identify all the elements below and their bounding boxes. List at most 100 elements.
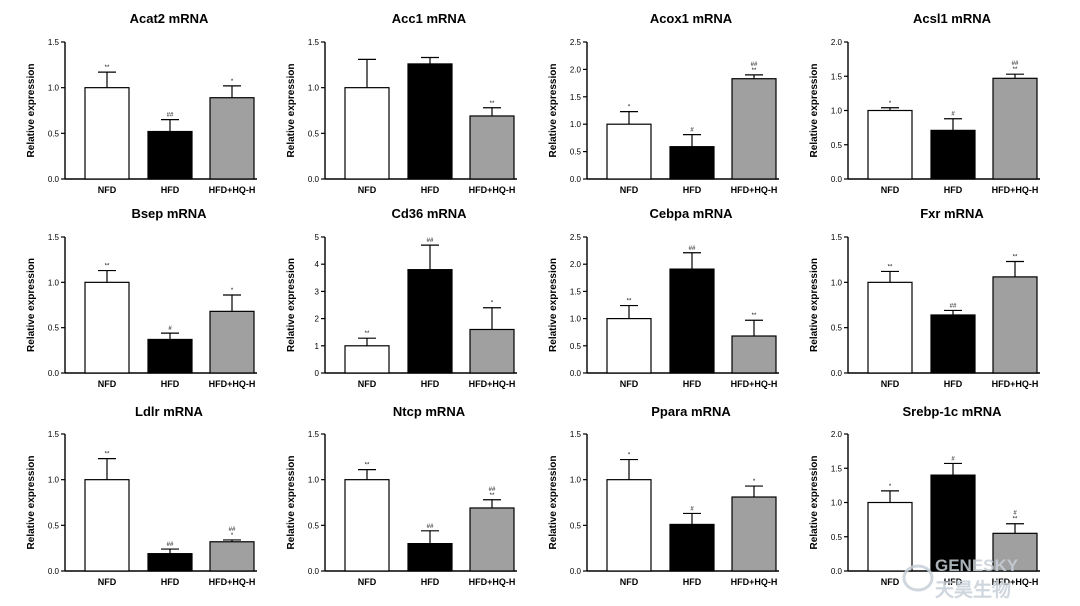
significance-label: # — [951, 112, 955, 118]
watermark-text-en: GENESKY — [935, 556, 1019, 575]
significance-label: ## — [427, 238, 434, 244]
y-axis-title: Relative expression — [286, 456, 297, 550]
significance-label: # ** — [1013, 511, 1018, 523]
y-tick-label: 1.5 — [570, 93, 582, 102]
significance-label: * — [889, 101, 892, 107]
bar — [147, 553, 193, 572]
y-axis-title: Relative expression — [26, 64, 37, 158]
significance-label: ** — [105, 452, 110, 458]
x-category-label: NFD — [881, 379, 900, 389]
y-tick-label: 0.0 — [570, 567, 582, 576]
x-category-label: HFD+HQ-H — [992, 185, 1039, 195]
x-category-label: HFD+HQ-H — [469, 379, 516, 389]
y-tick-label: 1.5 — [831, 464, 843, 473]
bar — [469, 328, 515, 374]
significance-label: ** — [105, 264, 110, 270]
chart-panel: Cebpa mRNA Relative expression 0.0 0.5 1.0 1.… — [548, 206, 779, 389]
y-axis-title: Relative expression — [548, 64, 559, 158]
y-tick-label: 0.0 — [570, 175, 582, 184]
y-tick-label: 0.5 — [48, 129, 60, 138]
y-tick-label: 2.0 — [831, 38, 843, 47]
chart-panel: Acat2 mRNA Relative expression 0.0 0.5 1.0 1.… — [26, 11, 257, 195]
x-category-label: NFD — [98, 577, 117, 587]
x-category-label: HFD+HQ-H — [209, 379, 256, 389]
y-tick-label: 1 — [315, 342, 320, 351]
x-category-label: NFD — [881, 577, 900, 587]
bar — [84, 87, 130, 180]
bar — [731, 335, 777, 374]
y-tick-label: 2.5 — [570, 233, 582, 242]
x-category-label: HFD — [421, 379, 440, 389]
bar — [407, 269, 453, 374]
significance-label: ## — [167, 542, 174, 548]
bar — [669, 523, 715, 572]
x-category-label: HFD+HQ-H — [731, 185, 778, 195]
y-tick-label: 2.0 — [831, 430, 843, 439]
y-tick-label: 1.5 — [48, 38, 60, 47]
y-tick-label: 2 — [315, 315, 320, 324]
bar — [867, 109, 913, 180]
bar — [930, 314, 976, 374]
y-tick-label: 0.0 — [48, 567, 60, 576]
y-tick-label: 1.0 — [831, 499, 843, 508]
x-category-label: NFD — [98, 185, 117, 195]
significance-label: ** — [365, 463, 370, 469]
significance-label: ## — [950, 303, 957, 309]
x-category-label: HFD — [683, 185, 702, 195]
x-category-label: HFD+HQ-H — [992, 577, 1039, 587]
genesky-logo-icon — [902, 564, 934, 592]
y-tick-label: 2.0 — [570, 65, 582, 74]
x-category-label: HFD — [421, 577, 440, 587]
bar — [992, 77, 1038, 180]
y-axis-title: Relative expression — [809, 258, 820, 352]
chart-panel: Srebp-1c mRNA Relative expression 0.0 0.5 1.… — [809, 404, 1040, 587]
y-tick-label: 0.0 — [48, 175, 60, 184]
bar — [669, 146, 715, 180]
x-category-label: HFD+HQ-H — [992, 379, 1039, 389]
y-tick-label: 0.0 — [48, 369, 60, 378]
x-category-label: HFD — [944, 185, 963, 195]
y-tick-label: 5 — [315, 233, 320, 242]
y-axis-title: Relative expression — [26, 456, 37, 550]
bar — [344, 345, 390, 374]
chart-title: Fxr mRNA — [920, 206, 984, 221]
chart-title: Acsl1 mRNA — [913, 11, 992, 26]
y-tick-label: 1.0 — [570, 476, 582, 485]
bar — [930, 474, 976, 572]
y-tick-label: 0.0 — [570, 369, 582, 378]
chart-panels: Acat2 mRNA Relative expression 0.0 0.5 1.0 1.… — [26, 11, 1040, 587]
significance-label: * — [628, 453, 631, 459]
significance-label: * — [231, 288, 234, 294]
y-tick-label: 1.0 — [48, 84, 60, 93]
bar — [344, 87, 390, 180]
y-tick-label: 0.0 — [831, 567, 843, 576]
x-category-label: HFD — [161, 577, 180, 587]
bar — [606, 318, 652, 374]
y-tick-label: 1.0 — [48, 278, 60, 287]
bar — [669, 268, 715, 374]
y-tick-label: 0.5 — [48, 324, 60, 333]
bar — [84, 281, 130, 374]
x-category-label: NFD — [620, 379, 639, 389]
significance-label: # — [168, 326, 172, 332]
y-tick-label: 1.5 — [570, 430, 582, 439]
x-category-label: HFD+HQ-H — [209, 185, 256, 195]
y-axis-title: Relative expression — [26, 258, 37, 352]
x-category-label: NFD — [620, 577, 639, 587]
x-category-label: HFD — [683, 577, 702, 587]
chart-panel: Ldlr mRNA Relative expression 0.0 0.5 1.0 1.5… — [26, 404, 257, 587]
bar — [407, 63, 453, 180]
y-tick-label: 1.0 — [48, 476, 60, 485]
chart-title: Acc1 mRNA — [392, 11, 467, 26]
y-tick-label: 0.5 — [48, 521, 60, 530]
bar — [407, 542, 453, 572]
significance-label: ## — [427, 524, 434, 530]
x-category-label: HFD — [421, 185, 440, 195]
x-category-label: NFD — [358, 185, 377, 195]
bar — [209, 97, 255, 180]
bar — [930, 129, 976, 180]
x-category-label: HFD — [161, 379, 180, 389]
y-tick-label: 1.0 — [570, 120, 582, 129]
chart-title: Srebp-1c mRNA — [903, 404, 1003, 419]
x-category-label: HFD+HQ-H — [469, 185, 516, 195]
